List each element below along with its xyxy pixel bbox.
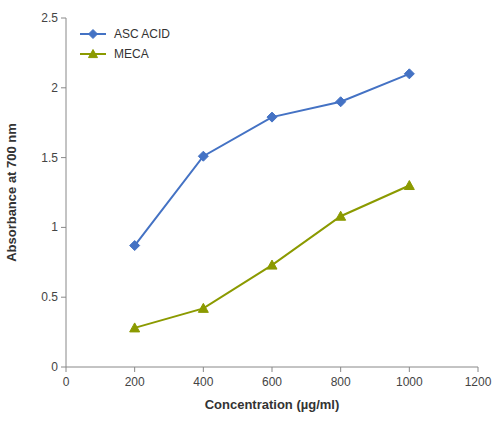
x-tick xyxy=(272,367,273,372)
x-tick xyxy=(409,367,410,372)
y-axis-line xyxy=(66,18,67,367)
x-tick xyxy=(203,367,204,372)
data-point xyxy=(267,260,277,269)
y-tick xyxy=(61,157,66,158)
data-point xyxy=(198,151,208,161)
y-tick-label: 2.5 xyxy=(41,11,58,25)
data-point xyxy=(336,97,346,107)
x-axis-label: Concentration (µg/ml) xyxy=(205,397,340,412)
data-point xyxy=(198,303,208,312)
y-tick-label: 1.5 xyxy=(41,151,58,165)
legend-label: ASC ACID xyxy=(114,27,170,41)
x-tick xyxy=(340,367,341,372)
y-tick xyxy=(61,87,66,88)
plot-area xyxy=(130,69,415,332)
data-point xyxy=(404,181,414,190)
x-tick-label: 800 xyxy=(331,375,351,389)
legend: ASC ACID MECA xyxy=(80,27,170,61)
y-tick xyxy=(61,18,66,19)
y-tick xyxy=(61,297,66,298)
series-line xyxy=(135,74,410,246)
x-tick-label: 600 xyxy=(262,375,282,389)
chart-svg: 0 200 400 600 800 1000 1200 0 0.5 1 1.5 2 2.5 Concent… xyxy=(0,0,500,421)
data-point xyxy=(404,69,414,79)
x-tick-label: 1000 xyxy=(396,375,423,389)
y-tick-label: 1 xyxy=(51,220,58,234)
legend-marker xyxy=(89,50,98,58)
x-tick-label: 0 xyxy=(63,375,70,389)
x-tick xyxy=(478,367,479,372)
y-tick-label: 2 xyxy=(51,81,58,95)
y-tick-label: 0.5 xyxy=(41,290,58,304)
data-point xyxy=(336,211,346,220)
y-axis-label: Absorbance at 700 nm xyxy=(4,123,19,262)
y-tick-label: 0 xyxy=(51,360,58,374)
x-tick-label: 1200 xyxy=(465,375,492,389)
chart-container: 0 200 400 600 800 1000 1200 0 0.5 1 1.5 2 2.5 Concent… xyxy=(0,0,500,421)
x-tick xyxy=(134,367,135,372)
data-point xyxy=(267,112,277,122)
data-point xyxy=(130,323,140,332)
legend-marker xyxy=(89,30,98,39)
legend-label: MECA xyxy=(114,47,149,61)
series-line xyxy=(135,186,410,328)
data-point xyxy=(130,241,140,251)
x-tick-label: 200 xyxy=(125,375,145,389)
x-tick xyxy=(66,367,67,372)
y-tick xyxy=(61,227,66,228)
x-tick-label: 400 xyxy=(193,375,213,389)
y-tick xyxy=(61,367,66,368)
